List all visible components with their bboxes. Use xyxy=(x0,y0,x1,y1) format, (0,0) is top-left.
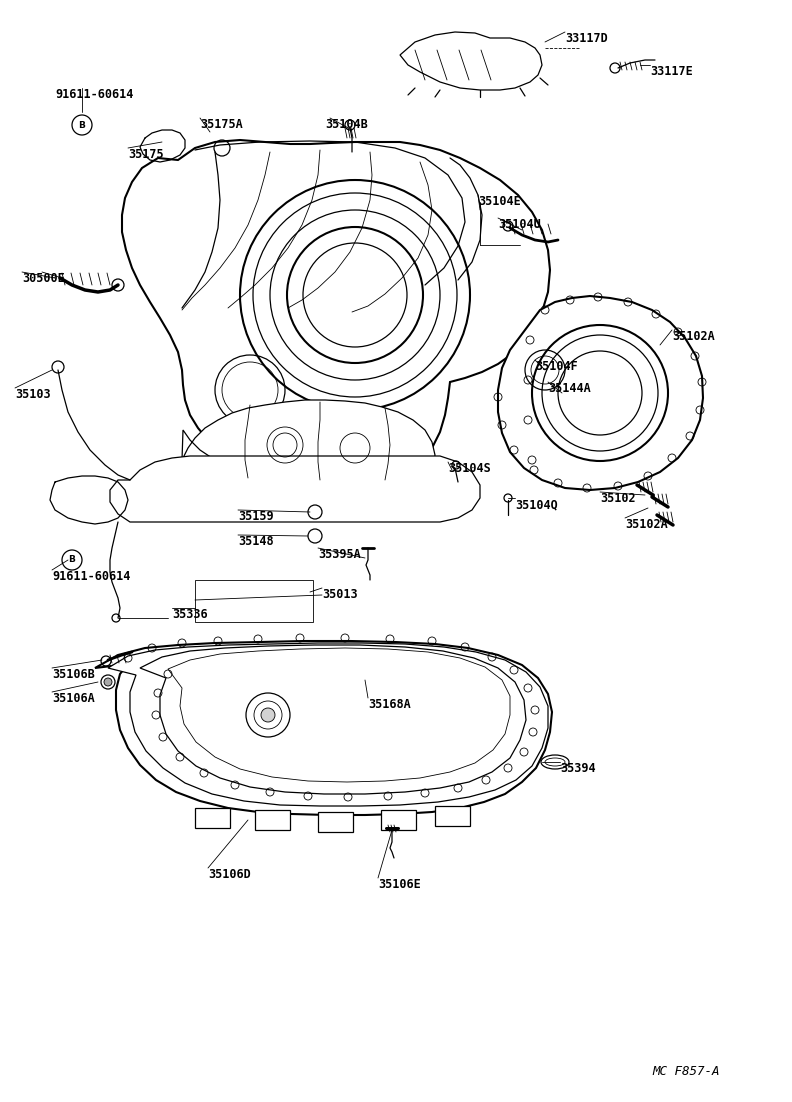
Text: 35144A: 35144A xyxy=(548,382,591,395)
Text: 35175: 35175 xyxy=(128,148,164,161)
Text: 35395A: 35395A xyxy=(318,548,360,561)
Bar xyxy=(381,810,416,830)
Bar xyxy=(195,808,230,828)
Polygon shape xyxy=(95,641,552,815)
Text: 33117E: 33117E xyxy=(650,65,693,78)
Ellipse shape xyxy=(541,755,569,769)
Text: B: B xyxy=(78,120,86,130)
Text: 91611-60614: 91611-60614 xyxy=(55,88,133,101)
Text: 35104S: 35104S xyxy=(448,462,491,475)
Text: 35104U: 35104U xyxy=(498,218,541,231)
Text: 33117D: 33117D xyxy=(565,32,607,45)
Text: 35013: 35013 xyxy=(322,588,358,601)
Polygon shape xyxy=(108,642,548,806)
Polygon shape xyxy=(110,456,480,522)
Bar xyxy=(435,806,470,826)
Polygon shape xyxy=(168,648,510,782)
Text: 35102A: 35102A xyxy=(625,518,668,531)
Text: 91611-60614: 91611-60614 xyxy=(52,570,131,583)
Text: 35168A: 35168A xyxy=(368,698,411,711)
Polygon shape xyxy=(122,140,550,484)
Text: 35394: 35394 xyxy=(560,761,596,775)
Text: B: B xyxy=(69,555,75,564)
Text: 35104E: 35104E xyxy=(478,195,521,208)
Polygon shape xyxy=(498,296,703,490)
Text: 35102A: 35102A xyxy=(672,329,714,343)
Polygon shape xyxy=(140,645,526,795)
Polygon shape xyxy=(182,400,435,500)
Text: 35102: 35102 xyxy=(600,491,636,505)
Text: 35104B: 35104B xyxy=(325,118,367,131)
Text: 35106D: 35106D xyxy=(208,868,251,880)
Text: MC F857-A: MC F857-A xyxy=(653,1065,720,1078)
Text: 35148: 35148 xyxy=(238,534,273,548)
Bar xyxy=(318,812,353,832)
Circle shape xyxy=(261,707,275,722)
Text: 35104F: 35104F xyxy=(535,360,577,372)
Circle shape xyxy=(101,676,115,689)
Text: 35104Q: 35104Q xyxy=(515,498,558,511)
Text: 35175A: 35175A xyxy=(200,118,243,131)
Text: 35336: 35336 xyxy=(172,608,208,622)
Text: 30500E: 30500E xyxy=(22,272,65,285)
Text: 35106E: 35106E xyxy=(378,878,421,892)
Bar xyxy=(255,810,290,830)
Text: 35103: 35103 xyxy=(15,388,51,401)
Text: 35159: 35159 xyxy=(238,510,273,523)
Circle shape xyxy=(104,678,112,687)
Bar xyxy=(195,580,313,622)
Text: 35106B: 35106B xyxy=(52,668,95,681)
Text: 35106A: 35106A xyxy=(52,692,95,705)
